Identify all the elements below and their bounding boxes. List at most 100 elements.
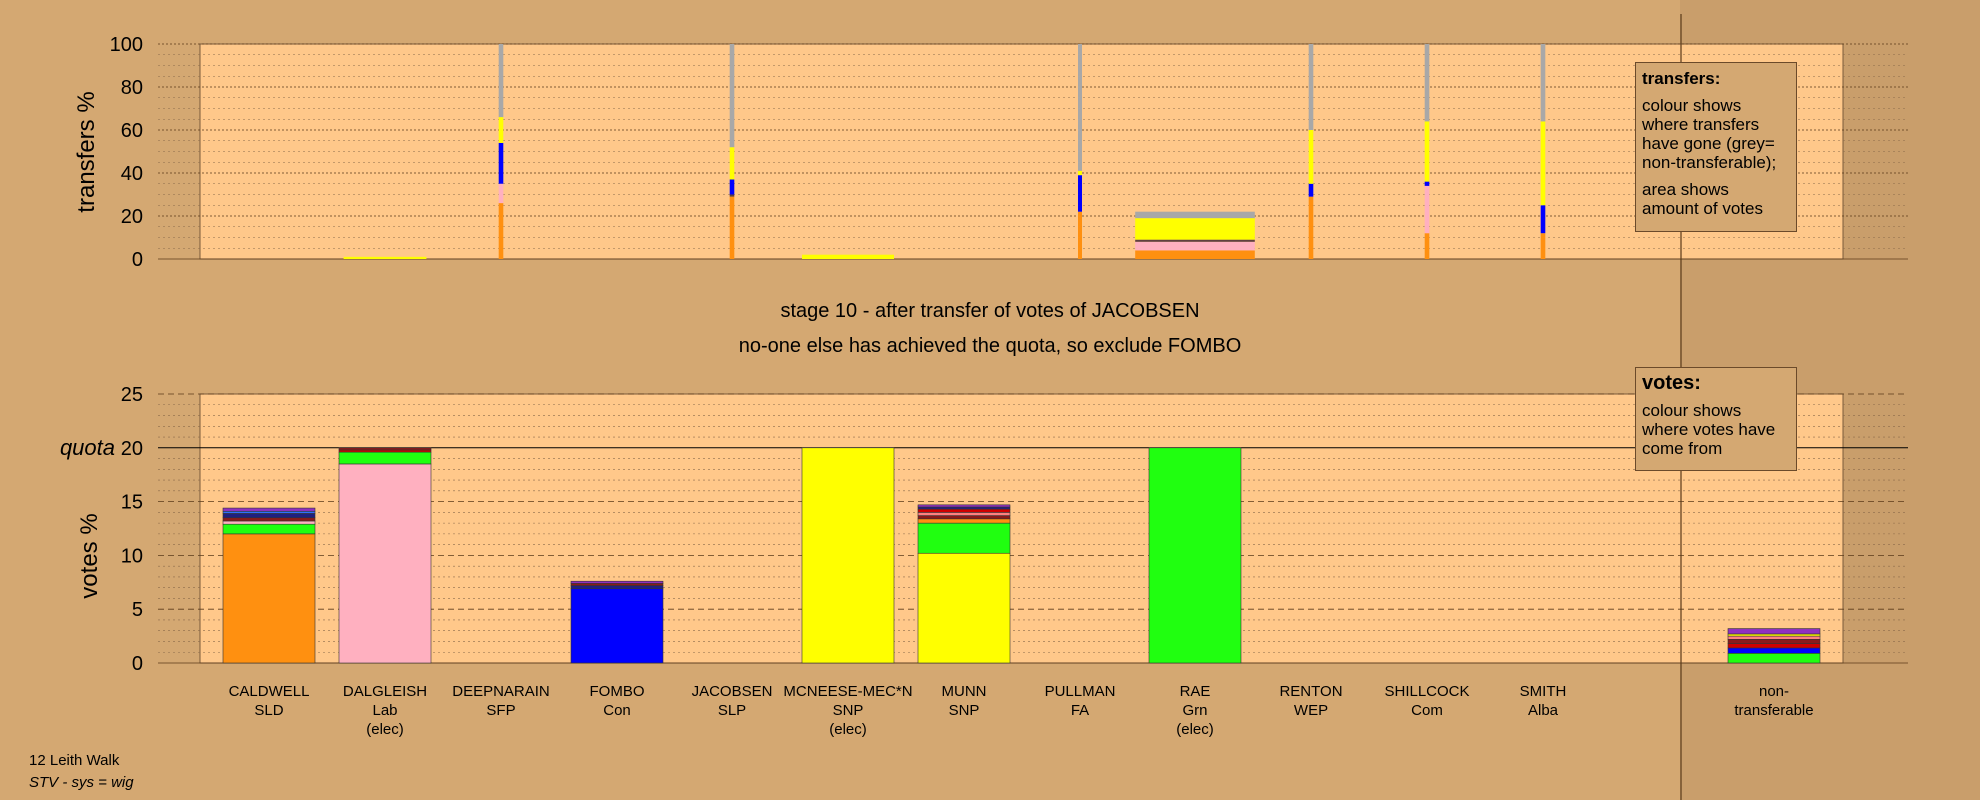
candidate-label-line: RAE [1179, 683, 1211, 700]
transfer-segment [1540, 205, 1546, 234]
transfer-segment [1078, 175, 1082, 212]
transfers-tick-label: 20 [121, 206, 143, 228]
candidate-label-line: PULLMAN [1044, 683, 1116, 700]
transfer-segment [1078, 211, 1082, 259]
transfer-segment [729, 147, 735, 180]
legend-transfers-text-1: colour shows where transfers have gone (… [1642, 96, 1777, 172]
transfer-segment [1540, 121, 1546, 206]
transfers-tick-label: 0 [132, 249, 143, 271]
vote-segment [1727, 628, 1821, 635]
candidate-label-line: Con [603, 702, 631, 719]
votes-tick-label: 0 [132, 653, 143, 675]
vote-segment [1727, 635, 1821, 640]
candidate-label-line: SFP [486, 702, 516, 719]
candidate-label-line: MCNEESE-MEC*N [783, 683, 913, 700]
vote-segment [222, 510, 316, 514]
transfer-segment [498, 203, 504, 259]
vote-segment [1727, 639, 1821, 644]
vote-segment [222, 533, 316, 664]
vote-segment [570, 588, 664, 664]
transfers-tick-label: 60 [121, 120, 143, 142]
votes-tick-label: 15 [121, 492, 143, 514]
candidate-label: RAE Grn (elec) [1130, 682, 1260, 739]
vote-segment [570, 580, 664, 584]
transfer-segment [498, 142, 504, 184]
transfer-segment [1540, 44, 1546, 122]
transfer-segment [729, 194, 735, 197]
candidate-label-line: JACOBSEN [691, 683, 773, 700]
legend-votes-title: votes: [1642, 372, 1701, 394]
candidate-label-line: DALGLEISH [342, 683, 428, 700]
transfer-segment [498, 44, 504, 118]
candidate-label-line: Lab [372, 702, 398, 719]
vote-segment [338, 451, 432, 465]
candidate-label: non-transferable [1709, 682, 1839, 720]
candidate-label-line: RENTON [1279, 683, 1343, 700]
transfer-segment [1308, 183, 1314, 197]
candidate-label-line: transferable [1734, 702, 1814, 719]
votes-plot-area [199, 393, 1844, 664]
transfer-segment [1308, 196, 1314, 259]
votes-tick-label: 20 [121, 438, 143, 460]
vote-segment [1148, 447, 1242, 664]
transfer-segment [1424, 44, 1430, 122]
candidate-label: CALDWELL SLD [204, 682, 334, 720]
candidate-label-line: Alba [1527, 702, 1559, 719]
candidate-label-line: SNP [832, 702, 864, 719]
vote-segment [570, 585, 664, 590]
transfers-plot-area [199, 43, 1844, 260]
votes-tick-label: 10 [121, 545, 143, 567]
transfer-segment [1078, 44, 1082, 171]
stage-line-2: no-one else has achieved the quota, so e… [738, 335, 1242, 357]
candidate-label-line: SLD [254, 702, 284, 719]
vote-segment [1727, 653, 1821, 664]
vote-segment [917, 504, 1011, 508]
transfer-segment [498, 183, 504, 204]
votes-tick-label: 5 [132, 599, 143, 621]
candidate-label-line: SLP [717, 702, 747, 719]
transfer-segment [1540, 233, 1546, 259]
candidate-label: SHILLCOCK Com [1362, 682, 1492, 720]
candidate-label-line: Grn [1182, 702, 1208, 719]
transfer-segment [729, 44, 735, 148]
vote-segment [222, 523, 316, 535]
vote-segment [917, 508, 1011, 513]
vote-segment [222, 513, 316, 519]
transfer-segment [343, 256, 427, 259]
vote-segment [917, 512, 1011, 516]
transfers-tick-label: 80 [121, 77, 143, 99]
transfer-segment [729, 196, 735, 259]
transfer-segment [1424, 121, 1430, 182]
candidate-label-line: DEEPNARAIN [452, 683, 550, 700]
candidate-label-line: SMITH [1519, 683, 1567, 700]
candidate-label-line: FOMBO [589, 683, 645, 700]
system-label: STV - sys = wig [29, 774, 134, 791]
vote-segment [338, 463, 432, 664]
candidate-label: SMITH Alba [1478, 682, 1608, 720]
candidate-label-line: non- [1758, 683, 1790, 700]
vote-segment [1727, 633, 1821, 637]
candidate-label-line: (elec) [829, 721, 867, 738]
votes-axis-title: votes % [76, 513, 103, 598]
candidate-label-line: (elec) [366, 721, 404, 738]
legend-transfers: transfers: colour shows where transfers … [1635, 62, 1797, 232]
candidate-label-line: WEP [1293, 702, 1329, 719]
candidate-label: MUNN SNP [899, 682, 1029, 720]
legend-transfers-text-2: area shows amount of votes [1642, 180, 1763, 218]
vote-segment [222, 517, 316, 522]
candidate-label-line: Com [1411, 702, 1443, 719]
candidate-label-line: SHILLCOCK [1384, 683, 1470, 700]
candidate-label-line: MUNN [941, 683, 987, 700]
candidate-label-line: (elec) [1176, 721, 1214, 738]
vote-segment [917, 518, 1011, 524]
candidate-label: JACOBSEN SLP [667, 682, 797, 720]
transfer-segment [1135, 239, 1255, 242]
quota-label: quota [60, 435, 115, 460]
transfer-segment [729, 179, 735, 195]
transfers-tick-label: 40 [121, 163, 143, 185]
stage-line-1: stage 10 - after transfer of votes of JA… [780, 300, 1200, 322]
transfers-axis-title: transfers % [73, 91, 100, 212]
vote-segment [1727, 647, 1821, 654]
vote-segment [1727, 643, 1821, 649]
